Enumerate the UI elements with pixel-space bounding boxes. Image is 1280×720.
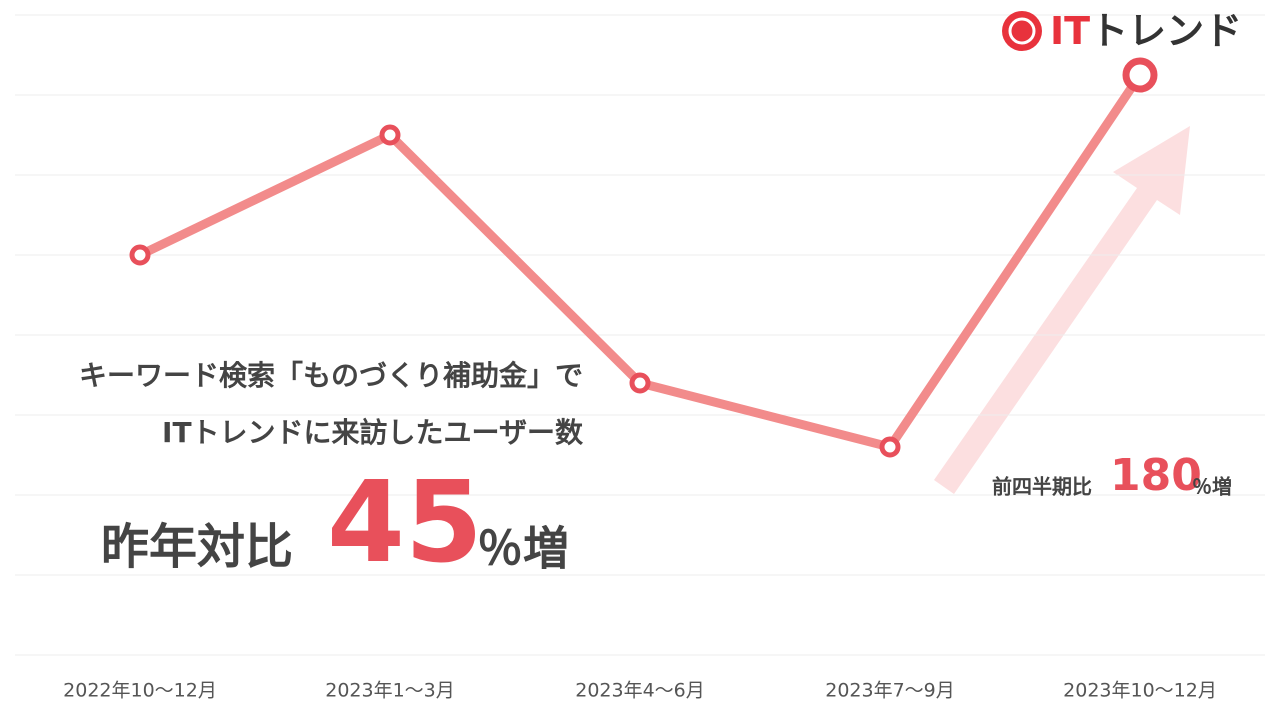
logo-dark: トレンド [1090, 9, 1242, 53]
qoq-suffix: ％増 [1192, 475, 1232, 499]
data-point [129, 244, 151, 266]
x-tick-label: 2023年10～12月 [1063, 680, 1217, 702]
qoq-label: 前四半期比 [992, 475, 1092, 499]
data-point [879, 436, 901, 458]
yoy-value: 45 [327, 458, 483, 588]
data-point [1122, 57, 1158, 93]
logo: ITトレンド [1002, 9, 1242, 53]
yoy-suffix: ％増 [477, 522, 569, 576]
data-point [629, 372, 651, 394]
x-tick-label: 2023年1～3月 [325, 680, 455, 702]
yoy-label: 昨年対比 [101, 519, 293, 575]
logo-text: ITトレンド [1050, 9, 1242, 53]
growth-arrow [934, 126, 1190, 494]
x-tick-label: 2023年4～6月 [575, 680, 705, 702]
qoq-value: 180 [1110, 450, 1202, 501]
subtitle: ITトレンドに来訪したユーザー数 [162, 416, 584, 449]
logo-icon-ring [1008, 17, 1036, 45]
data-point [379, 124, 401, 146]
x-tick-label: 2023年7～9月 [825, 680, 955, 702]
logo-icon [1002, 11, 1042, 51]
x-tick-label: 2022年10～12月 [63, 680, 217, 702]
subtitle: キーワード検索「ものづくり補助金」で [79, 359, 583, 392]
logo-red: IT [1050, 9, 1090, 53]
